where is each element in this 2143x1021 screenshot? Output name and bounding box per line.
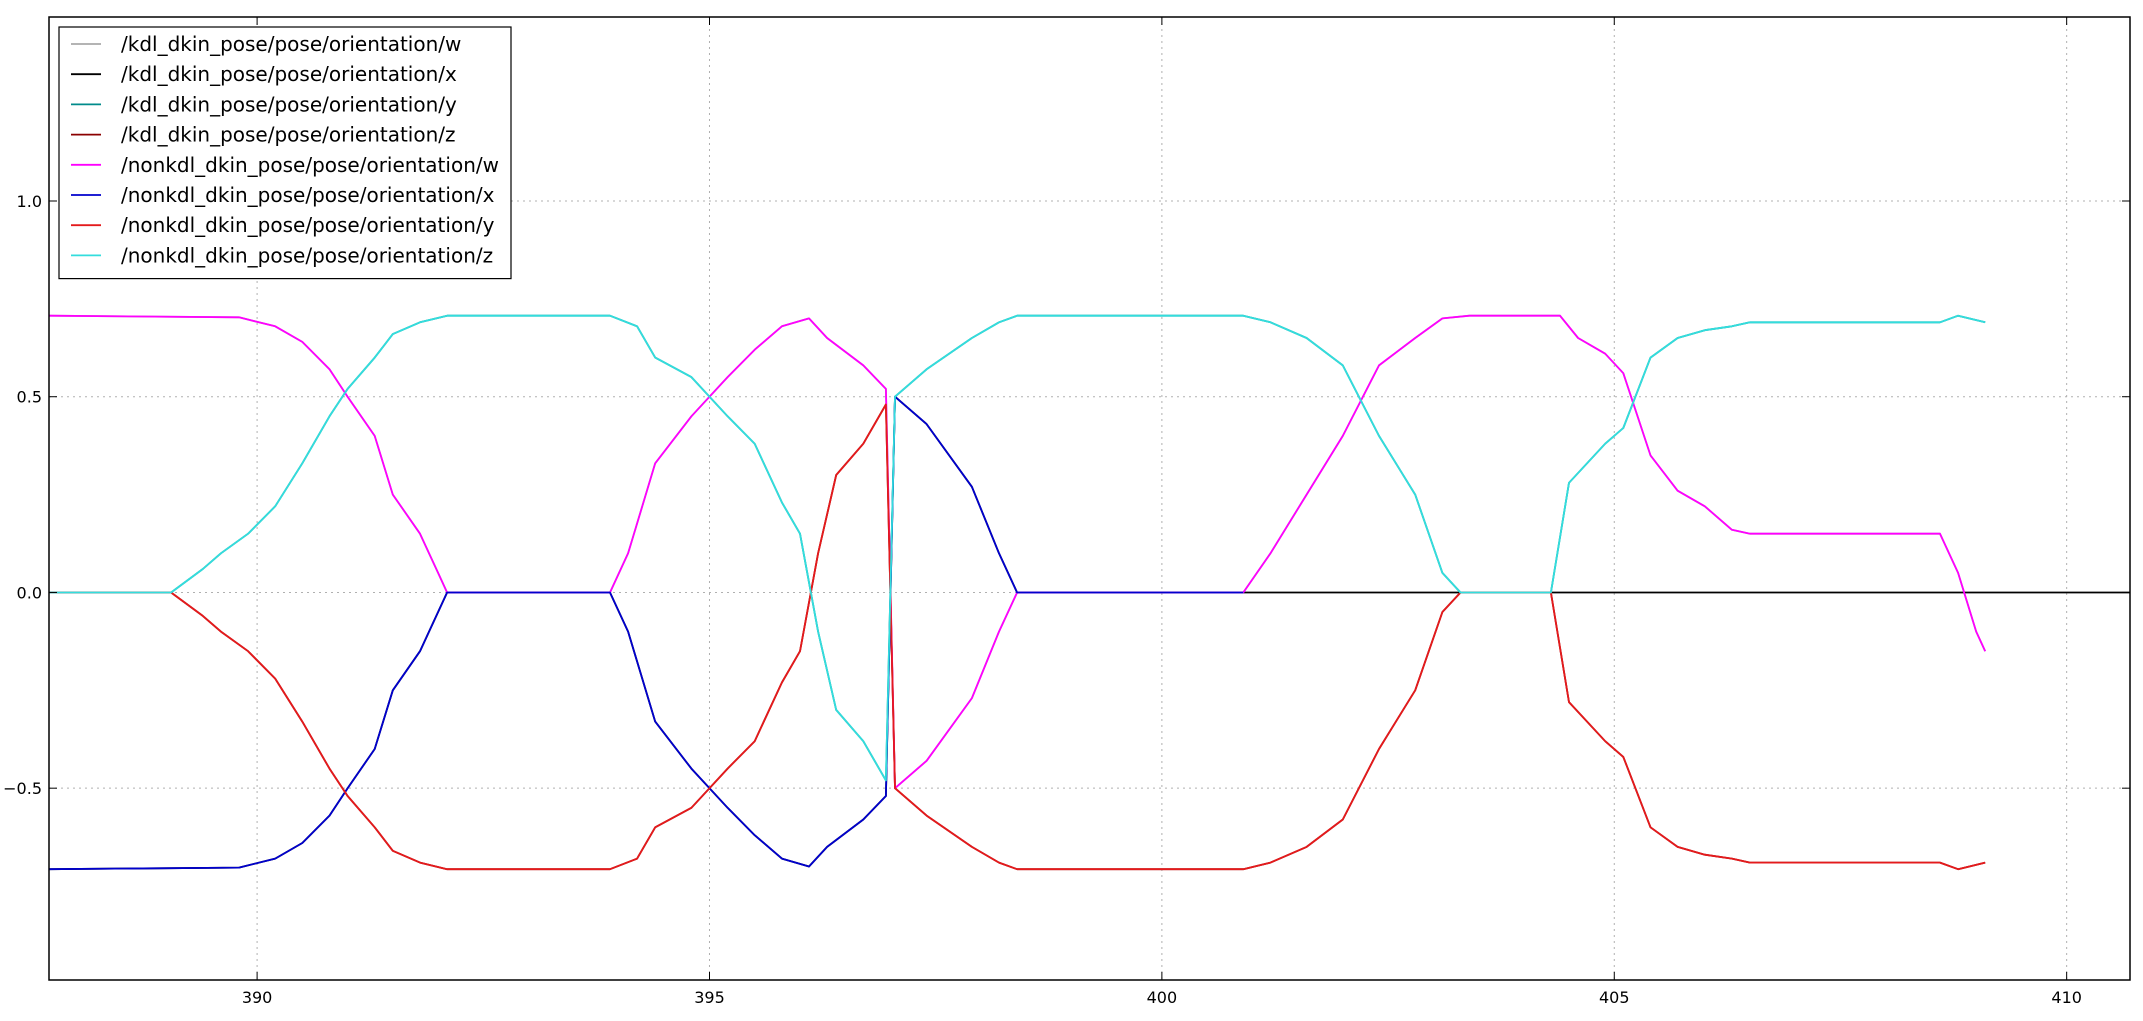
series-line-4: [48, 314, 1987, 790]
legend-label-1: /kdl_dkin_pose/pose/orientation/x: [121, 62, 457, 86]
y-tick-label: 1.0: [17, 192, 42, 211]
legend-label-5: /nonkdl_dkin_pose/pose/orientation/x: [121, 183, 495, 207]
x-tick-label: 405: [1599, 988, 1630, 1007]
axis-ticks: 390 395 400 405 410 −0.5 0.0 0.5 1.0: [3, 17, 2130, 1007]
legend-label-0: /kdl_dkin_pose/pose/orientation/w: [121, 32, 461, 56]
series-line-7: [49, 314, 1986, 782]
x-tick-label: 410: [2051, 988, 2082, 1007]
plot-frame: [48, 16, 2131, 981]
series-lines: [48, 314, 2130, 871]
x-tick-label: 390: [242, 988, 273, 1007]
legend: /kdl_dkin_pose/pose/orientation/w/kdl_dk…: [58, 26, 512, 280]
y-tick-label: 0.5: [17, 388, 42, 407]
x-tick-label: 400: [1147, 988, 1178, 1007]
x-tick-label: 395: [694, 988, 725, 1007]
y-tick-label: 0.0: [17, 583, 42, 602]
series-line-5: [48, 395, 1244, 871]
legend-label-3: /kdl_dkin_pose/pose/orientation/z: [121, 123, 456, 147]
y-tick-label: −0.5: [3, 779, 42, 798]
legend-label-6: /nonkdl_dkin_pose/pose/orientation/y: [121, 213, 495, 237]
legend-label-7: /nonkdl_dkin_pose/pose/orientation/z: [121, 243, 493, 267]
legend-label-4: /nonkdl_dkin_pose/pose/orientation/w: [121, 153, 499, 177]
legend-label-2: /kdl_dkin_pose/pose/orientation/y: [121, 92, 457, 116]
legend-box: [58, 26, 512, 280]
